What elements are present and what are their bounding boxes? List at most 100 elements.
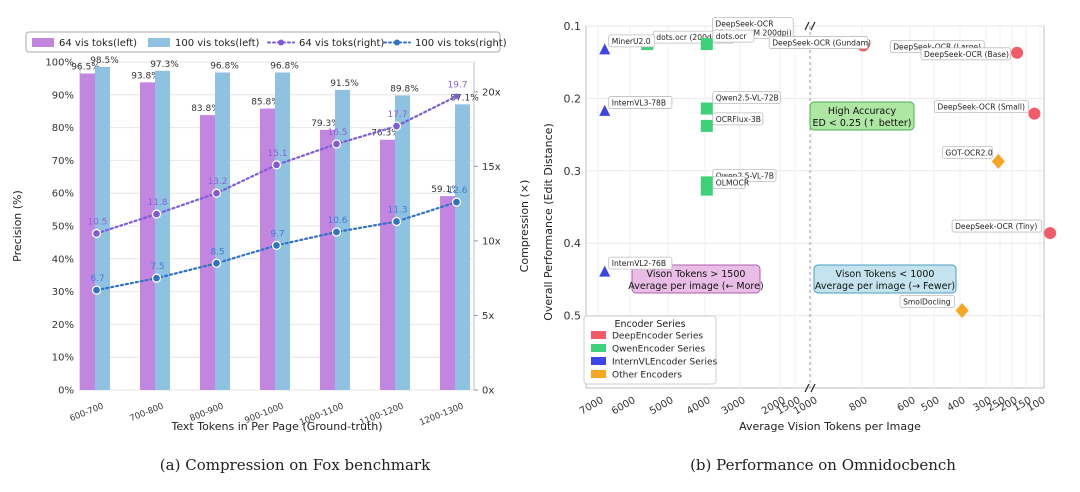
bar-value-label: 76.3% [371, 129, 400, 139]
line-value-label: 11.3 [387, 206, 407, 216]
legend-swatch [148, 38, 170, 47]
line-point [91, 285, 102, 295]
legend-swatch [591, 331, 606, 339]
line-point [151, 209, 162, 219]
right-tick-label: 5x [482, 311, 494, 322]
point-label-box [920, 47, 1012, 61]
point-label-text: InternVL3-78B [612, 98, 666, 107]
data-point [599, 265, 611, 277]
bar-value-label: 85.8% [251, 98, 280, 108]
line-value-label: 13.2 [207, 177, 227, 187]
legend-swatch [591, 370, 606, 378]
point-label-text: MinerU2.0 [612, 37, 651, 46]
line-point [453, 93, 460, 100]
legend-label: DeepEncoder Series [612, 332, 703, 342]
right-tick-label: 10x [482, 236, 501, 247]
data-point [599, 104, 611, 116]
y-tick-label: 0.3 [564, 165, 582, 178]
bar [140, 82, 155, 390]
line-value-label: 9.7 [270, 229, 284, 239]
axis-break-marks [804, 21, 816, 393]
caption-a: (a) Compression on Fox benchmark [160, 456, 431, 474]
bar [200, 115, 215, 391]
point-label: OLMOCR [712, 176, 750, 190]
point-label-text: Qwen2.5-VL-7B [716, 171, 774, 180]
point-label: OCRFlux-3B [712, 112, 764, 126]
point-label-box [712, 112, 764, 126]
legend-label: 64 vis toks(left) [59, 38, 137, 49]
bar [95, 66, 110, 391]
annotation-line2: Average per image (← More) [628, 281, 763, 292]
legend-swatch [32, 38, 54, 47]
point-label-text: DeepSeek-OCR (Large) [893, 43, 981, 52]
legend-label: 64 vis toks(right) [299, 38, 384, 49]
x-tick-label: 3000 [720, 395, 748, 417]
x-tick-label: 700-800 [128, 402, 165, 425]
legend-label: 100 vis toks(left) [175, 38, 259, 49]
bar [455, 104, 470, 390]
bar [320, 129, 335, 390]
x-tick-label: 6000 [610, 395, 638, 417]
line-value-label: 7.5 [150, 262, 164, 272]
bar-value-label: 59.1% [431, 185, 460, 195]
break-slash [804, 383, 810, 393]
point-label-text: DeepSeek-OCR [715, 20, 774, 29]
data-point [700, 183, 713, 196]
line-point [151, 273, 162, 283]
line-value-label: 8.5 [210, 247, 224, 257]
bar-value-label: 93.8% [131, 71, 160, 81]
point-label-box [712, 91, 781, 104]
point-label-box [934, 100, 1029, 114]
x-tick-label: 5000 [648, 395, 676, 417]
x-tick-label: 800 [847, 395, 869, 414]
line-point [391, 216, 402, 227]
legend-box-a [25, 31, 501, 53]
y-axis-title-right: Compression (×) [518, 180, 531, 273]
y-axis-title-left: Precision (%) [11, 190, 24, 262]
line-series-1: 6.7 7.5 8.5 9.7 10.6 11.3 12.6 [90, 186, 468, 295]
data-point [1044, 227, 1057, 240]
line-point [91, 228, 102, 239]
line-point [451, 197, 462, 207]
bar [275, 72, 290, 390]
line-point [331, 227, 342, 237]
point-label-text: dots.ocr (200dpi) [656, 33, 721, 42]
point-label-text: OCRFlux-3B [716, 115, 761, 124]
line-point [271, 160, 282, 170]
point-label-text: GOT-OCR2.0 [945, 148, 993, 157]
break-slash [810, 383, 816, 393]
line-value-label: 19.7 [447, 80, 467, 90]
bar-value-label: 98.5% [90, 56, 119, 66]
y-tick-label: 0.4 [564, 237, 582, 250]
y-tick-label: 0.2 [564, 92, 582, 105]
bar-value-label: 96.5% [71, 62, 100, 72]
annotation-line1: Vison Tokens < 1000 [836, 269, 935, 280]
point-label-text: DeepSeek-OCR (Tiny) [955, 222, 1037, 231]
point-label-text: SmolDocling [903, 298, 951, 307]
annotation-line1: High Accuracy [828, 106, 897, 117]
bar-series-1: 98.5% 97.3% 96.8% 96.8% 91.5% 89.8% 87.1% [90, 56, 479, 391]
bar [395, 95, 410, 391]
point-label-text: DeepSeek-OCR (Base) [924, 50, 1009, 59]
x-tick-label: 7000 [578, 395, 606, 417]
left-tick-label: 90% [52, 90, 74, 101]
point-label: DeepSeek-OCR (Gundam) [768, 36, 871, 49]
point-label-text: InternVL2-76B [612, 259, 666, 268]
bar [215, 72, 230, 390]
line-point [331, 139, 342, 149]
point-label-box [712, 176, 746, 190]
left-tick-label: 40% [52, 254, 74, 265]
legend-marker [278, 39, 284, 46]
bar-value-label: 96.8% [270, 61, 299, 71]
left-tick-label: 30% [52, 287, 74, 298]
point-label: InternVL3-78B [608, 96, 673, 109]
line-series-0: 10.5 11.8 13.2 15.1 16.5 17.7 19.7 [87, 80, 468, 239]
point-label: DeepSeek-OCR (Base) [920, 47, 1012, 61]
bar [380, 139, 395, 390]
left-tick-label: 20% [52, 320, 74, 331]
legend-label: QwenEncoder Series [612, 345, 705, 355]
left-tick-label: 10% [52, 353, 74, 364]
